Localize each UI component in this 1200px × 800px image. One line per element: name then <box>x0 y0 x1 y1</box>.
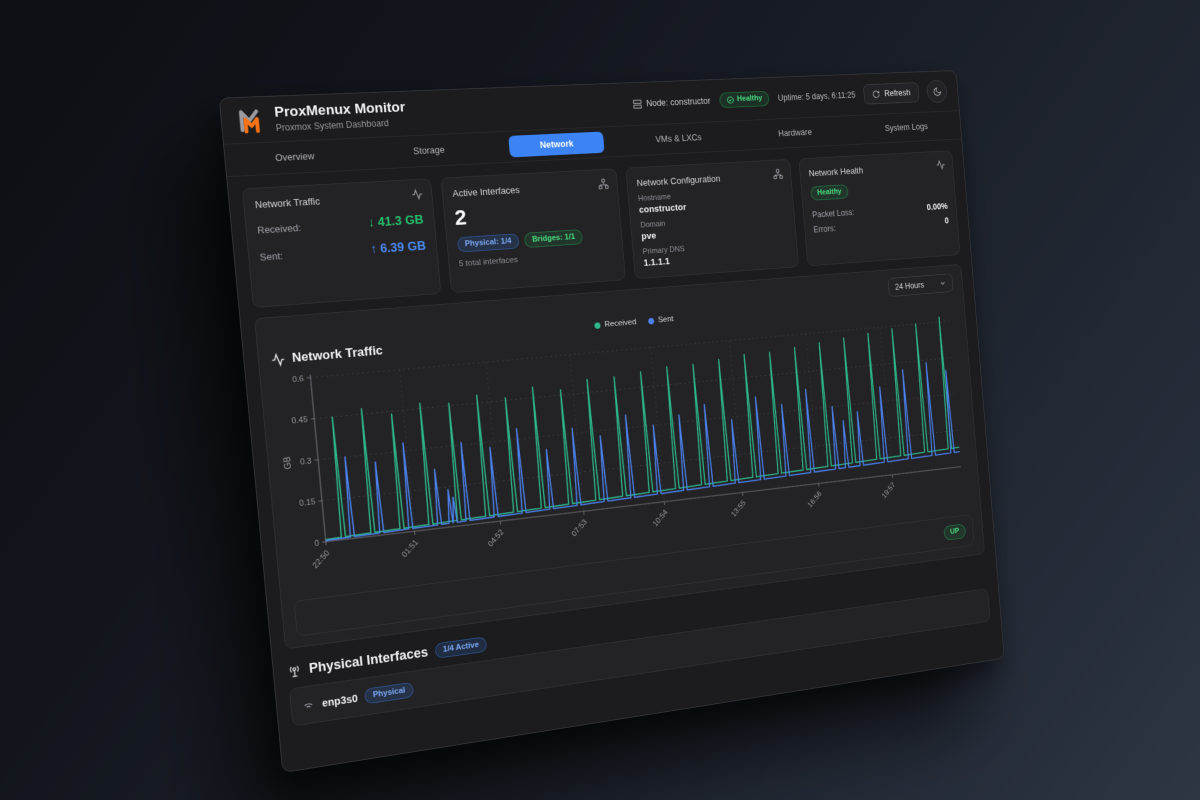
svg-text:0.3: 0.3 <box>300 456 313 467</box>
network-health-card: Network Health Healthy Packet Loss: 0.00… <box>798 150 961 267</box>
traffic-chart-svg: 0 0.15 0.3 0.45 0.6 22:50 01:51 04:52 07:53 10:54… <box>282 311 971 570</box>
tab-hardware[interactable]: Hardware <box>777 127 813 139</box>
svg-text:19:57: 19:57 <box>880 481 897 500</box>
svg-text:04:52: 04:52 <box>486 528 505 549</box>
tab-overview[interactable]: Overview <box>274 150 315 164</box>
health-status-badge: Healthy <box>718 91 770 108</box>
total-interfaces-text: 5 total interfaces <box>458 255 519 269</box>
node-info: Node: constructor <box>631 96 711 110</box>
tab-system-logs[interactable]: System Logs <box>884 121 929 134</box>
chevron-down-icon <box>939 279 947 287</box>
svg-text:0.15: 0.15 <box>299 497 316 508</box>
card-title: Network Traffic <box>254 195 321 211</box>
wifi-icon <box>301 698 315 712</box>
legend-dot <box>647 317 655 325</box>
network-tree-icon <box>772 168 783 179</box>
header-right: Node: constructor Healthy Uptime: 5 days… <box>631 79 948 116</box>
active-interfaces-card: Active Interfaces 2 Physical: 1/4 Bridge… <box>440 168 626 294</box>
network-configuration-card: Network Configuration Hostname construct… <box>625 159 799 280</box>
activity-icon <box>936 159 946 170</box>
svg-text:0.45: 0.45 <box>291 415 309 426</box>
errors-label: Errors: <box>813 223 837 235</box>
health-badge: Healthy <box>809 184 849 201</box>
interface-type-badge: Physical <box>364 682 414 705</box>
check-circle-icon <box>726 96 734 105</box>
main-content: Network Traffic Received: ↓ 41.3 GB Sent… <box>227 139 1002 740</box>
card-title: Network Health <box>808 165 864 179</box>
chart-plot-area: 0 0.15 0.3 0.45 0.6 22:50 01:51 04:52 07:53 10:54… <box>272 311 971 593</box>
svg-text:22:50: 22:50 <box>311 548 332 570</box>
active-count-badge: 1/4 Active <box>434 636 488 659</box>
svg-text:GB: GB <box>282 456 294 470</box>
theme-toggle-button[interactable] <box>926 79 948 104</box>
svg-text:0: 0 <box>314 538 320 548</box>
legend-item-sent: Sent <box>647 315 674 325</box>
header: ProxMenux Monitor Proxmox System Dashboa… <box>219 70 960 145</box>
uptime-text: Uptime: 5 days, 6:11:25 <box>777 90 856 103</box>
network-traffic-card: Network Traffic Received: ↓ 41.3 GB Sent… <box>241 178 441 308</box>
tab-network[interactable]: Network <box>507 131 605 158</box>
interface-up-badge: UP <box>943 523 967 541</box>
bridges-count-badge: Bridges: 1/1 <box>523 229 584 249</box>
active-interfaces-count: 2 <box>453 205 468 231</box>
tab-vms-lxcs[interactable]: VMs & LXCs <box>655 132 702 145</box>
refresh-icon <box>872 89 881 98</box>
svg-text:07:53: 07:53 <box>570 517 589 538</box>
errors-value: 0 <box>944 216 950 226</box>
received-label: Received: <box>256 221 302 236</box>
svg-text:16:56: 16:56 <box>806 489 824 509</box>
sent-value: ↑ 6.39 GB <box>369 238 427 257</box>
time-range-value: 24 Hours <box>894 280 925 292</box>
packet-loss-value: 0.00% <box>926 201 948 213</box>
activity-icon <box>411 188 424 200</box>
proxmenux-logo-icon <box>234 104 267 135</box>
interface-name: enp3s0 <box>321 692 359 710</box>
tab-storage[interactable]: Storage <box>412 144 446 157</box>
svg-text:0.6: 0.6 <box>292 374 305 384</box>
antenna-icon <box>287 663 303 679</box>
svg-text:01:51: 01:51 <box>400 538 420 559</box>
moon-icon <box>932 86 942 96</box>
title-block: ProxMenux Monitor Proxmox System Dashboa… <box>274 99 407 133</box>
legend-dot <box>594 321 601 329</box>
received-value: ↓ 41.3 GB <box>367 212 425 230</box>
network-icon <box>598 178 610 190</box>
server-icon <box>631 98 643 109</box>
svg-text:13:55: 13:55 <box>730 498 748 518</box>
sent-label: Sent: <box>259 249 284 263</box>
activity-icon <box>270 352 286 367</box>
physical-count-badge: Physical: 1/4 <box>456 233 520 253</box>
card-title: Active Interfaces <box>452 184 521 199</box>
node-label: Node: constructor <box>645 96 711 109</box>
packet-loss-label: Packet Loss: <box>811 207 855 220</box>
refresh-button[interactable]: Refresh <box>863 82 920 105</box>
dashboard-window: ProxMenux Monitor Proxmox System Dashboa… <box>218 70 1005 773</box>
card-title: Network Configuration <box>636 173 721 189</box>
svg-text:10:54: 10:54 <box>651 507 670 528</box>
time-range-select[interactable]: 24 Hours <box>887 273 954 297</box>
